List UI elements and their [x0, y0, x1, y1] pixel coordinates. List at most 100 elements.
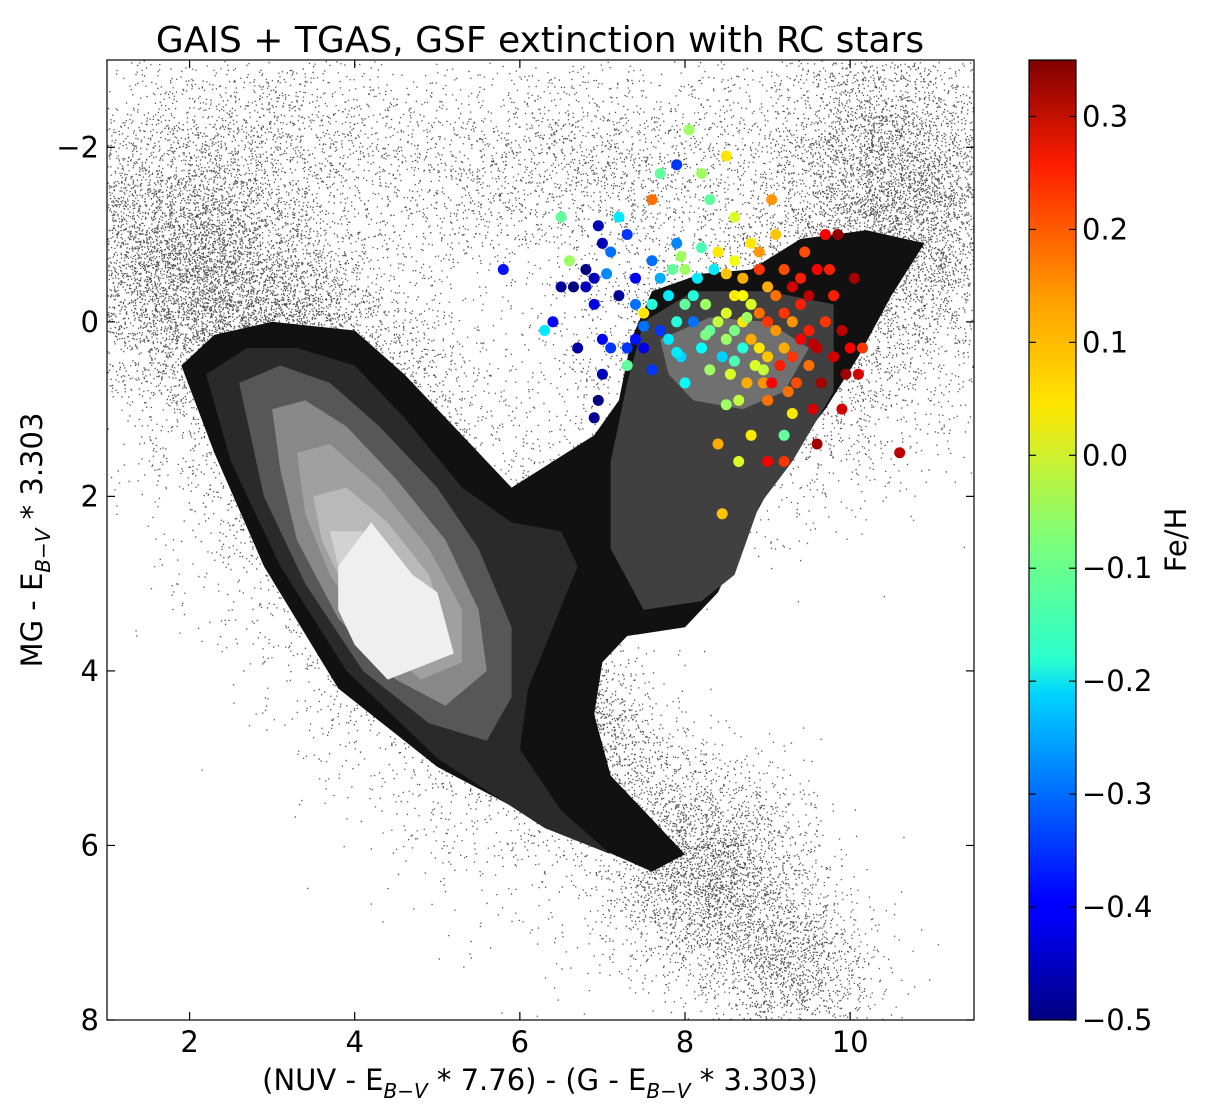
rc-star-point	[638, 320, 650, 332]
rc-star-point	[630, 333, 641, 345]
rc-star-point	[630, 272, 641, 284]
plot-area	[107, 60, 974, 1020]
x-tick-label: 2	[180, 1025, 198, 1059]
x-axis-label: (NUV - EB−V * 7.76) - (G - EB−V * 3.303)	[262, 1063, 818, 1103]
chart-title: GAIS + TGAS, GSF extinction with RC star…	[156, 20, 924, 61]
rc-star-point	[786, 316, 798, 328]
colorbar: 0.3 0.2 0.1 0.0 −0.1 −0.2 −0.3 −0.4 −0.5 Fe/H	[1028, 59, 1193, 1037]
rc-star-point	[857, 342, 868, 354]
rc-star-point	[716, 508, 728, 520]
rc-star-point	[786, 281, 798, 293]
rc-star-point	[687, 316, 699, 328]
rc-star-point	[753, 246, 765, 258]
rc-star-point	[753, 342, 765, 354]
rc-star-point	[729, 290, 740, 302]
rc-star-point	[679, 377, 691, 389]
rc-star-point	[795, 272, 807, 284]
rc-star-point	[646, 255, 658, 267]
background-stars-path	[107, 60, 974, 1020]
rc-star-point	[630, 298, 641, 310]
rc-star-point	[696, 168, 707, 179]
rc-star-point	[811, 264, 823, 275]
rc-star-point	[613, 211, 625, 223]
rc-star-point	[592, 394, 604, 406]
rc-star-point	[745, 429, 757, 441]
rc-star-point	[795, 298, 807, 310]
rc-star-point	[757, 377, 769, 389]
rc-star-point	[555, 281, 567, 293]
x-label-part-2: * 7.76) - (G - E	[428, 1063, 647, 1097]
y-axis-label: MG - EB−V * 3.303	[15, 413, 55, 668]
rc-star-point	[778, 429, 790, 441]
x-label-part-3: * 3.303)	[691, 1063, 818, 1097]
rc-star-point	[799, 246, 811, 258]
rc-star-point	[762, 281, 774, 293]
rc-star-point	[733, 456, 745, 467]
rc-star-point	[770, 325, 782, 336]
rc-star-point	[828, 290, 840, 302]
rc-star-point	[766, 194, 778, 206]
rc-star-point	[720, 333, 732, 345]
y-tick-label: 2	[81, 479, 99, 513]
rc-star-point	[786, 408, 798, 419]
rc-star-point	[778, 342, 790, 354]
contour-level-10	[338, 522, 454, 680]
rc-star-point	[745, 298, 757, 310]
colorbar-tick-label: 0.1	[1082, 325, 1128, 359]
rc-star-point	[712, 316, 724, 328]
rc-star-point	[687, 290, 699, 302]
y-tick-label: −2	[56, 130, 99, 164]
rc-star-point	[778, 264, 790, 275]
rc-star-point	[757, 364, 769, 376]
rc-star-point	[720, 399, 732, 411]
rc-star-point	[774, 360, 786, 371]
rc-star-point	[621, 342, 633, 354]
rc-star-point	[675, 250, 687, 262]
y-label-part-1: MG - E	[15, 573, 49, 668]
rc-star-point	[762, 394, 774, 406]
rc-star-point	[580, 281, 592, 293]
rc-star-point	[704, 364, 716, 376]
rc-star-point	[836, 325, 848, 336]
rc-star-point	[762, 456, 774, 467]
rc-star-point	[745, 333, 757, 345]
rc-star-point	[596, 368, 608, 380]
rc-star-point	[894, 447, 906, 459]
rc-star-point	[555, 211, 567, 223]
rc-star-point	[638, 307, 650, 319]
rc-star-point	[596, 333, 608, 345]
rc-star-point	[708, 264, 720, 275]
rc-star-point	[654, 272, 666, 284]
rc-star-point	[671, 346, 683, 358]
rc-star-point	[782, 386, 794, 398]
rc-star-point	[563, 255, 575, 267]
rc-star-point	[588, 412, 600, 424]
rc-star-point	[745, 237, 757, 249]
rc-star-point	[786, 351, 798, 363]
x-label-sub-1: B−V	[383, 1079, 428, 1103]
rc-star-point	[605, 246, 617, 258]
rc-star-point	[621, 360, 633, 371]
y-tick-label: 8	[81, 1003, 99, 1037]
rc-star-point	[824, 264, 835, 275]
rc-star-point	[840, 368, 852, 380]
rc-star-point	[646, 194, 658, 206]
x-label-sub-2: B−V	[646, 1079, 691, 1103]
rc-star-point	[671, 159, 683, 171]
rc-star-point	[770, 229, 782, 240]
rc-star-point	[753, 264, 765, 275]
rc-star-point	[683, 124, 695, 136]
rc-star-point	[679, 298, 691, 310]
colorbar-tick-label: 0.0	[1082, 438, 1128, 472]
x-tick-label: 6	[511, 1025, 529, 1059]
rc-star-point	[836, 403, 848, 415]
rc-star-point	[605, 342, 617, 354]
rc-star-point	[646, 298, 658, 310]
rc-star-point	[770, 290, 782, 302]
rc-star-point	[720, 268, 732, 280]
y-label-sub: B−V	[31, 527, 55, 572]
rc-star-point	[729, 355, 740, 367]
y-tick-label: 0	[81, 305, 99, 339]
rc-star-point	[848, 272, 860, 284]
